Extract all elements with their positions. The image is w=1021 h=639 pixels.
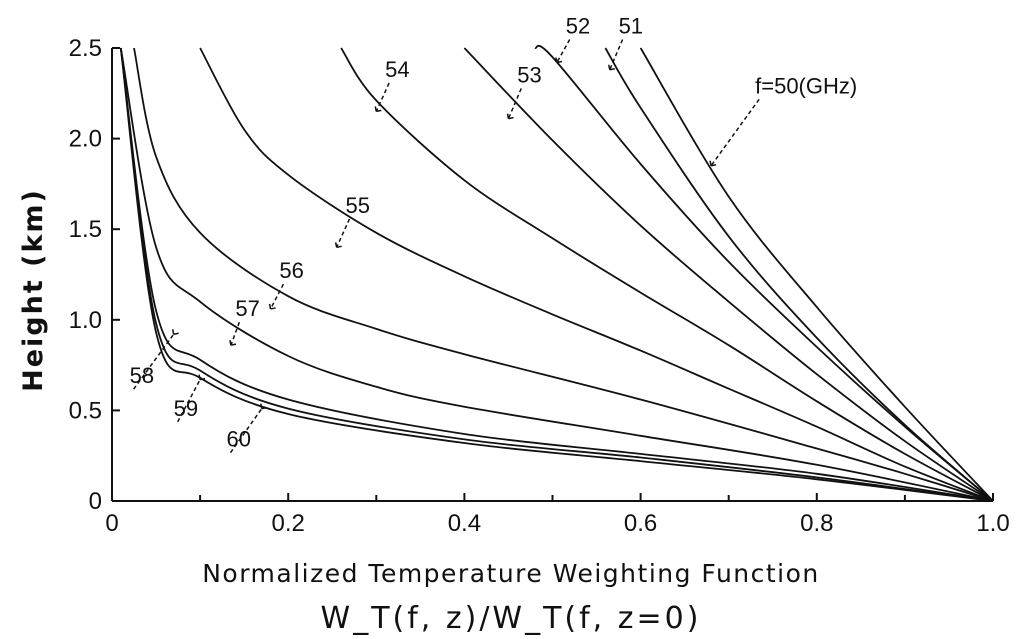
series-line-56 [133,47,994,502]
annotation-leader [556,39,571,63]
x-tick-label: 0.8 [800,510,833,537]
annotation-leader [375,82,390,112]
series-label: 57 [235,296,259,321]
curve-labels: f=50(GHz) 51 52 53 54 55 56 57 58 59 60 [130,14,857,454]
annotation-arrowhead [709,160,717,167]
x-axis-title: Normalized Temperature Weighting Functio… [202,559,820,588]
annotation-leader [133,333,175,390]
y-tick-label: 2.0 [69,126,102,153]
annotation-arrowhead [506,113,514,120]
series-line-55 [199,47,994,502]
series-label: 51 [619,14,643,39]
annotation-arrowhead [198,374,206,381]
annotation-leader [177,379,201,423]
x-tick-label: 0.2 [272,510,305,537]
y-axis-title: Height (km) [18,188,49,392]
annotation-leader [609,39,624,71]
x-tick-label: 1.0 [976,510,1009,537]
annotation-leader [229,408,263,454]
annotation-arrowhead [171,329,179,336]
series-label: f=50(GHz) [755,73,857,98]
y-tick-label: 0 [89,488,102,515]
annotation-arrowhead [268,303,276,310]
series-line-f-50-ghz- [639,47,994,502]
annotation-arrowhead [229,340,237,346]
y-tick-label: 1.5 [69,216,102,243]
annotation-arrowhead [260,403,267,410]
series-label: 60 [227,427,251,452]
annotation-arrowhead [374,106,382,113]
annotation-arrowhead [334,242,342,249]
x-tick-label: 0.4 [448,510,481,537]
series-line-51 [604,47,994,502]
ticks: 0 0.2 0.4 0.6 0.8 1.0 0 0.5 1.0 1.5 2.0 2.5 [69,35,1010,537]
annotation-arrowhead [555,57,563,64]
annotation-arrowhead [608,64,615,71]
series-line-60 [119,47,994,502]
series-label: 54 [385,57,409,82]
series-label: 59 [174,396,198,421]
series-label: 53 [517,62,541,87]
series-line-53 [463,47,994,502]
annotation-leader [710,98,760,167]
series-label: 52 [566,14,590,39]
series-line-59 [119,47,994,502]
series-line-58 [119,47,994,502]
y-tick-label: 0.5 [69,397,102,424]
series-label: 55 [345,193,369,218]
curves [119,44,994,502]
y-tick-label: 2.5 [69,35,102,62]
x-tick-label: 0 [105,510,118,537]
series-line-52 [534,44,994,502]
x-tick-label: 0.6 [624,510,657,537]
annotation-leader [335,218,351,248]
y-tick-label: 1.0 [69,307,102,334]
annotation-leader [269,283,285,310]
series-label: 58 [130,363,154,388]
annotation-leader [507,88,522,119]
series-label: 56 [279,258,303,283]
series-line-54 [340,47,994,502]
x-axis-formula: W_T(f, z)/W_T(f, z=0) [321,601,702,636]
series-line-57 [119,47,994,502]
